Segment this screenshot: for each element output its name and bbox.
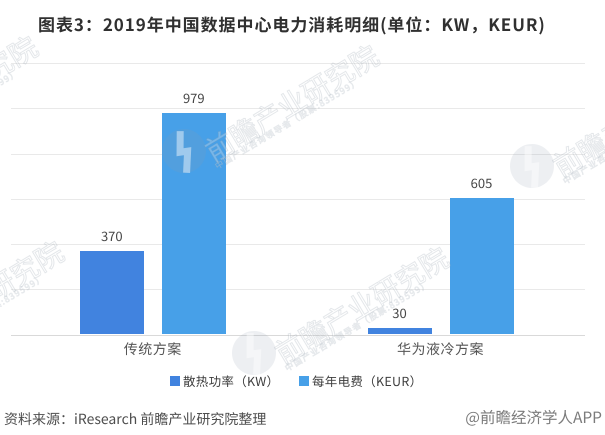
watermark-slogan: 中国产业咨询领导者（股票:839599）	[212, 75, 363, 173]
bar-radiating-power-traditional[interactable]	[79, 250, 144, 335]
gridline	[11, 63, 585, 64]
category-label-traditional: 传统方案	[123, 339, 182, 359]
value-label-annual-electricity-huawei: 605	[470, 172, 493, 192]
legend-swatch-annual-electricity	[299, 376, 309, 386]
gridline	[11, 244, 585, 245]
gridline	[11, 289, 585, 291]
legend-label-annual-electricity: 每年电费（KEUR）	[312, 371, 423, 390]
watermark-brand: 前瞻产业研究院	[545, 50, 605, 186]
chart-title: 图表3：2019年中国数据中心电力消耗明细(单位：KW，KEUR)	[38, 11, 546, 36]
x-axis-line	[11, 334, 585, 336]
legend-label-radiating-power: 散热功率（KW）	[183, 371, 280, 390]
data-source-note: 资料来源：iResearch 前瞻产业研究院整理	[4, 409, 267, 429]
bar-annual-electricity-traditional[interactable]	[161, 113, 226, 335]
gridline	[11, 153, 585, 155]
watermark: 前瞻产业研究院 中国产业咨询领导者（股票:839599）	[0, 12, 46, 184]
legend-item-annual-electricity[interactable]: 每年电费（KEUR）	[299, 371, 422, 390]
watermark-brand: 前瞻产业研究院	[0, 26, 45, 162]
bar-annual-electricity-huawei[interactable]	[449, 197, 514, 335]
watermark-brand: 前瞻产业研究院	[0, 231, 71, 367]
watermark-slogan: 中国产业咨询领导者（股票:839599）	[560, 90, 605, 188]
bar-radiating-power-huawei[interactable]	[367, 327, 432, 335]
value-label-radiating-power-traditional: 370	[100, 225, 123, 245]
value-label-radiating-power-huawei: 30	[392, 302, 407, 322]
legend-swatch-radiating-power	[170, 376, 180, 386]
legend-item-radiating-power[interactable]: 散热功率（KW）	[170, 371, 279, 390]
gridline	[11, 108, 585, 110]
watermark-slogan: 中国产业咨询领导者（股票:839599）	[0, 271, 48, 369]
value-label-annual-electricity-traditional: 979	[182, 88, 205, 107]
gridline	[11, 198, 585, 200]
category-label-huawei: 华为液冷方案	[397, 339, 484, 359]
credit-note: @前瞻经济学人APP	[465, 406, 602, 428]
